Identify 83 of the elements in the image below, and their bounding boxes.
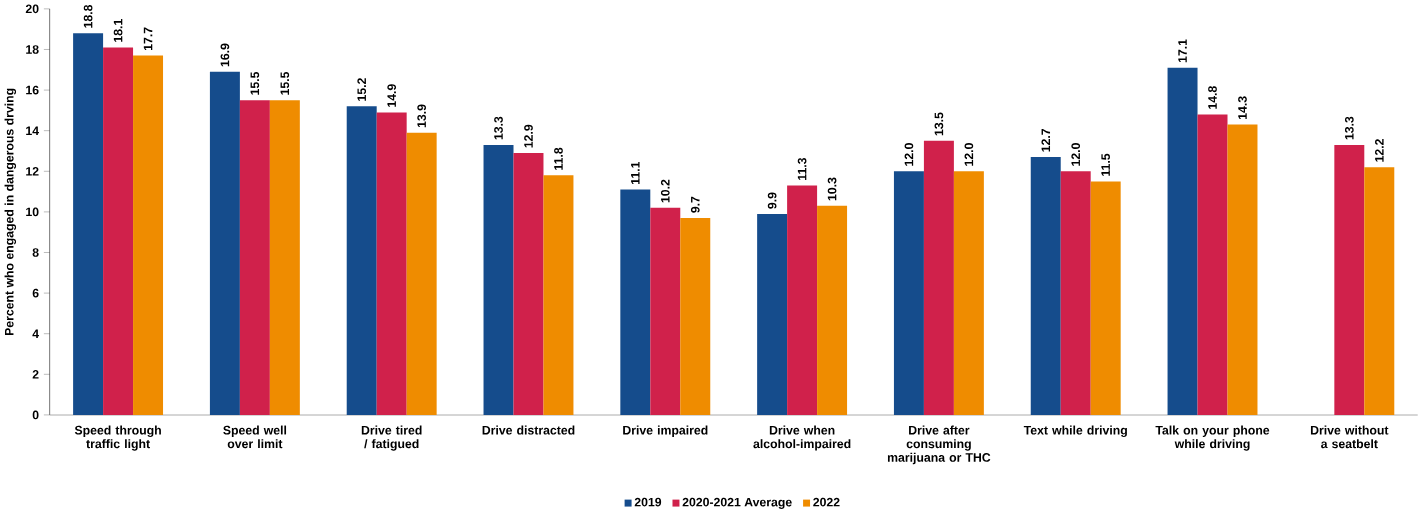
x-tick-label: Talk on your phone while driving: [1155, 425, 1270, 451]
y-tick-label: 20: [25, 4, 39, 14]
bar: [893, 171, 924, 415]
data-label: 11.3: [797, 158, 807, 180]
x-tick-label: Drive impaired: [623, 425, 708, 438]
data-label: 14.9: [387, 84, 397, 107]
data-label: 15.2: [357, 78, 367, 101]
bar: [1197, 114, 1228, 415]
x-tick-label: Drive tired / fatigued: [361, 425, 422, 451]
data-label: 18.8: [83, 5, 93, 28]
bar: [1227, 124, 1258, 415]
bar: [483, 144, 514, 415]
bar: [133, 55, 164, 415]
bar: [757, 214, 788, 415]
data-label: 12.2: [1375, 139, 1384, 162]
data-label: 18.1: [113, 19, 123, 42]
bar: [680, 218, 711, 415]
data-label: 10.2: [660, 179, 670, 203]
bar: [1060, 171, 1091, 415]
legend-label: 2019: [634, 497, 662, 507]
y-tick-label: 4: [32, 329, 39, 339]
legend-label: 2020-2021 Average: [682, 497, 792, 510]
x-tick-label: Speed through traffic light: [74, 425, 161, 451]
bar: [817, 205, 848, 415]
x-tick-label: Drive without a seatbelt: [1310, 425, 1389, 449]
bar: [1364, 167, 1395, 415]
data-label: 9.7: [690, 196, 700, 213]
y-tick-label: 12: [26, 167, 39, 176]
legend-label: 2022: [813, 497, 840, 507]
x-tick-label: Speed well over limit: [223, 425, 287, 449]
data-label: 15.5: [280, 71, 290, 95]
x-tick-label: Text while driving: [1023, 425, 1127, 438]
bar: [103, 47, 134, 415]
data-label: 17.7: [143, 27, 153, 51]
bar: [543, 175, 574, 415]
data-label: 17.1: [1178, 39, 1187, 63]
data-label: 11.1: [631, 161, 640, 185]
x-tick-label: Drive after consuming marijuana or THC: [887, 425, 991, 465]
y-tick-label: 16: [26, 85, 39, 95]
bar: [406, 132, 437, 415]
x-tick-label: Drive distracted: [482, 425, 575, 435]
bar: [346, 106, 377, 415]
y-tick-label: 14: [26, 126, 39, 135]
y-tick-label: 6: [32, 288, 39, 298]
data-label: 12.0: [964, 143, 974, 166]
data-label: 10.3: [827, 177, 837, 201]
data-label: 12.7: [1041, 129, 1051, 152]
bar: [209, 71, 240, 415]
bar: [1090, 181, 1121, 415]
data-label: 11.5: [1101, 153, 1110, 176]
data-label: 9.9: [767, 192, 777, 209]
y-tick-label: 8: [32, 248, 39, 257]
y-tick-label: 0: [32, 410, 39, 420]
data-label: 13.5: [934, 112, 944, 136]
bar: [1167, 67, 1198, 415]
data-label: 12.0: [904, 143, 914, 166]
data-label: 12.0: [1071, 143, 1081, 166]
bar: [953, 171, 984, 415]
y-axis-title: Percent who engaged in dangerous drving: [4, 88, 17, 336]
y-tick-label: 10: [26, 207, 39, 217]
y-tick-label: 18: [26, 45, 39, 54]
data-label: 13.3: [1344, 116, 1354, 140]
bar: [73, 33, 104, 415]
data-label: 14.8: [1208, 86, 1217, 109]
data-label: 13.3: [494, 116, 503, 140]
bar: [376, 112, 407, 415]
data-label: 14.3: [1238, 96, 1247, 120]
bar: [269, 100, 300, 415]
bar: [620, 189, 651, 415]
bar: [1030, 157, 1061, 415]
y-tick-label: 2: [32, 370, 39, 379]
data-label: 11.8: [554, 147, 563, 170]
bar: [923, 140, 954, 415]
x-tick-label: Drive when alcohol-impaired: [753, 425, 851, 451]
bar: [1334, 144, 1365, 415]
data-label: 12.9: [524, 124, 533, 148]
bar: [513, 153, 544, 415]
data-label: 15.5: [250, 71, 260, 95]
bar: [650, 207, 681, 415]
data-label: 13.9: [417, 104, 426, 128]
bar: [239, 100, 270, 415]
data-label: 16.9: [220, 43, 230, 67]
bar: [787, 185, 818, 415]
